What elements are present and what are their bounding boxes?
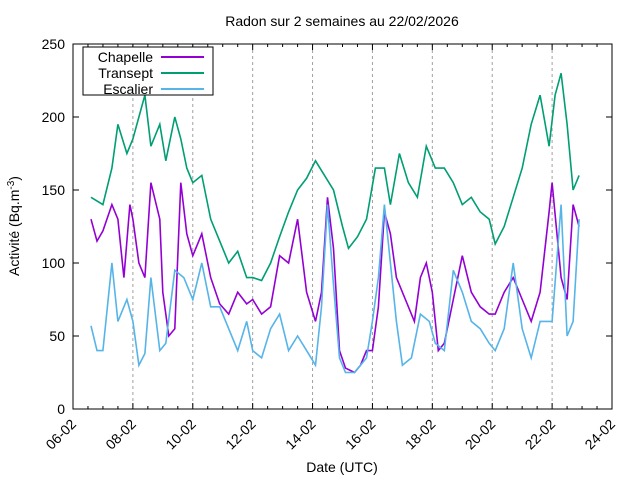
x-axis-label: Date (UTC): [306, 459, 378, 475]
x-tick-label: 06-02: [42, 416, 79, 453]
grid-lines: [132, 44, 553, 409]
series-line-escalier: [90, 204, 580, 374]
x-tick-label: 10-02: [162, 416, 199, 453]
series-lines: [90, 72, 580, 374]
y-tick-label: 100: [42, 255, 66, 271]
y-tick-label: 0: [57, 401, 65, 417]
x-tick-label: 24-02: [581, 416, 618, 453]
legend-label-transept: Transept: [98, 65, 153, 81]
y-tick-label: 250: [42, 36, 66, 52]
x-tick-label: 20-02: [462, 416, 499, 453]
x-tick-label: 12-02: [222, 416, 259, 453]
series-line-chapelle: [90, 182, 580, 374]
series-line-transept: [90, 72, 580, 282]
legend-label-chapelle: Chapelle: [98, 49, 153, 65]
x-tick-label: 22-02: [522, 416, 559, 453]
x-tick-label: 18-02: [402, 416, 439, 453]
y-tick-label: 50: [49, 328, 65, 344]
y-axis-label: Activité (Bq.m-3): [6, 176, 23, 276]
chart-title: Radon sur 2 semaines au 22/02/2026: [225, 13, 459, 29]
legend-label-escalier: Escalier: [103, 81, 153, 97]
x-tick-label: 16-02: [342, 416, 379, 453]
legend-box: [82, 46, 214, 96]
x-tick-label: 08-02: [102, 416, 139, 453]
y-tick-label: 200: [42, 109, 66, 125]
x-tick-label: 14-02: [282, 416, 319, 453]
y-tick-label: 150: [42, 182, 66, 198]
